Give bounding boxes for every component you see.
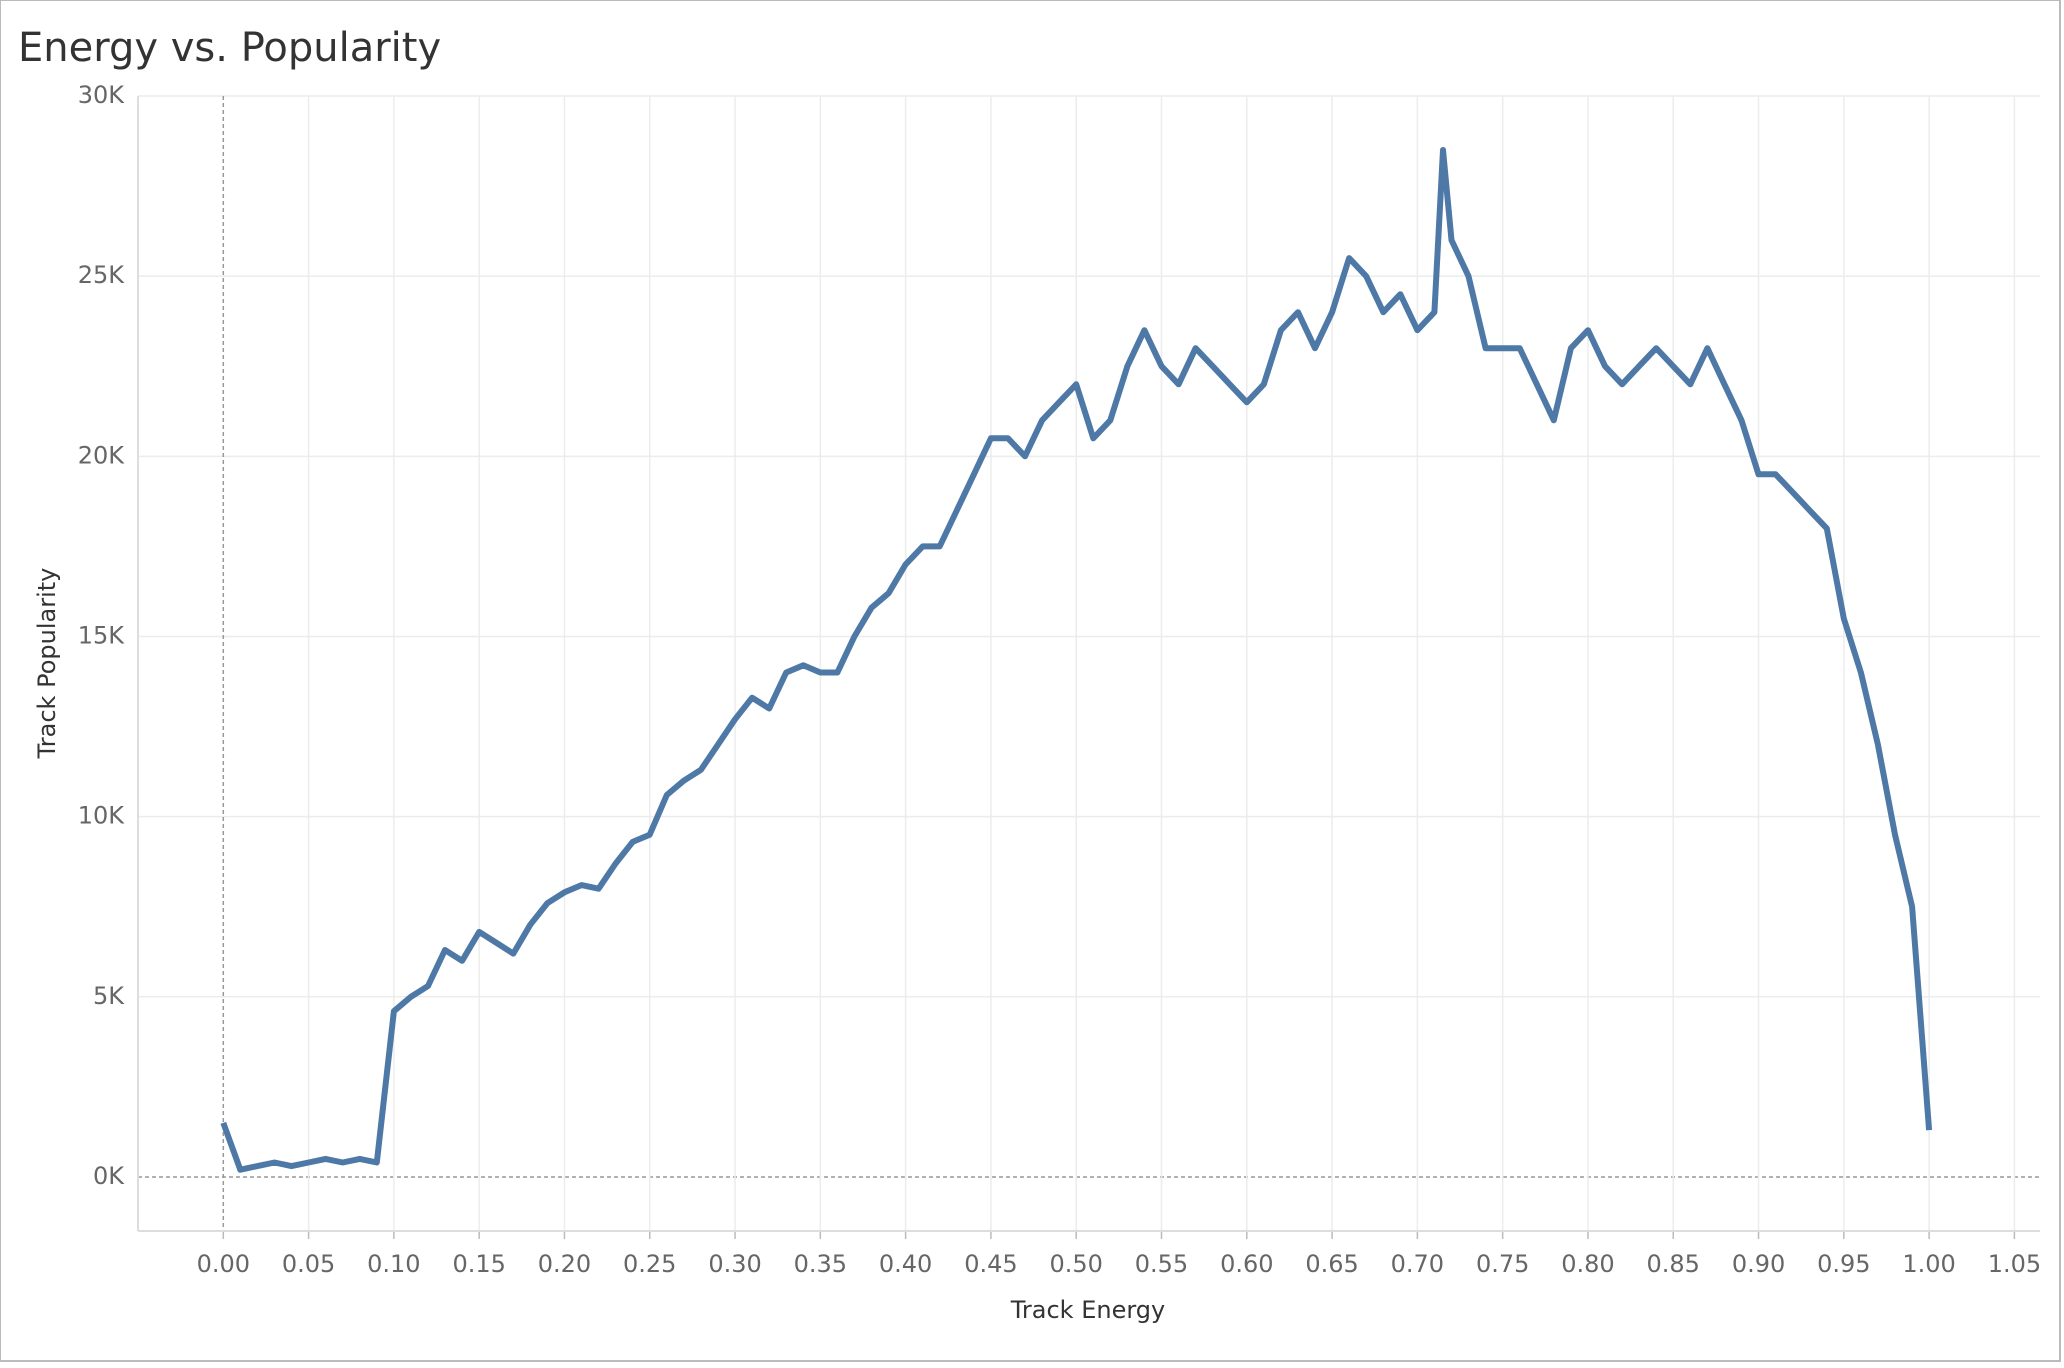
x-tick-label: 0.60 bbox=[1220, 1250, 1273, 1278]
x-tick-label: 0.25 bbox=[623, 1250, 676, 1278]
x-tick-label: 0.35 bbox=[794, 1250, 847, 1278]
x-tick-label: 0.10 bbox=[367, 1250, 420, 1278]
y-tick-label: 30K bbox=[78, 81, 126, 109]
x-tick-label: 0.55 bbox=[1135, 1250, 1188, 1278]
x-tick-label: 0.90 bbox=[1732, 1250, 1785, 1278]
x-tick-label: 0.80 bbox=[1561, 1250, 1614, 1278]
data-line bbox=[220, 147, 1933, 1173]
x-tick-label: 0.85 bbox=[1647, 1250, 1700, 1278]
x-tick-label: 0.05 bbox=[282, 1250, 335, 1278]
x-tick-label: 0.50 bbox=[1049, 1250, 1102, 1278]
x-tick-label: 0.45 bbox=[964, 1250, 1017, 1278]
x-axis-label: Track Energy bbox=[1010, 1296, 1165, 1324]
y-axis-label: Track Popularity bbox=[33, 568, 61, 760]
y-tick-label: 20K bbox=[78, 441, 126, 469]
x-tick-label: 1.05 bbox=[1988, 1250, 2041, 1278]
y-tick-label: 15K bbox=[78, 621, 126, 649]
x-tick-label: 0.75 bbox=[1476, 1250, 1529, 1278]
x-tick-label: 0.30 bbox=[708, 1250, 761, 1278]
x-tick-label: 0.15 bbox=[452, 1250, 505, 1278]
x-tick-label: 0.65 bbox=[1305, 1250, 1358, 1278]
x-tick-label: 0.70 bbox=[1391, 1250, 1444, 1278]
y-tick-label: 0K bbox=[93, 1162, 125, 1190]
x-tick-label: 1.00 bbox=[1902, 1250, 1955, 1278]
y-tick-label: 25K bbox=[78, 261, 126, 289]
y-tick-label: 5K bbox=[93, 982, 125, 1010]
chart-title: Energy vs. Popularity bbox=[18, 25, 441, 71]
x-tick-label: 0.95 bbox=[1817, 1250, 1870, 1278]
x-tick-label: 0.20 bbox=[538, 1250, 591, 1278]
x-tick-label: 0.40 bbox=[879, 1250, 932, 1278]
x-tick-label: 0.00 bbox=[197, 1250, 250, 1278]
y-tick-label: 10K bbox=[78, 802, 126, 830]
